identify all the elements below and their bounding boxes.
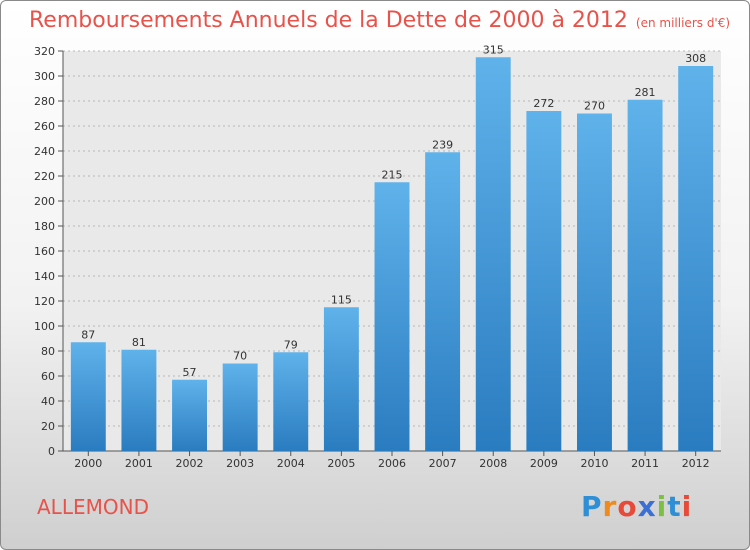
logo-letter: o [617,490,638,523]
logo-letter: t [667,490,682,523]
title-text: Remboursements Annuels de la Dette de 20… [29,8,628,33]
y-tick-label: 280 [34,95,55,108]
x-tick-label: 2004 [277,457,305,470]
data-label: 70 [233,350,247,363]
bar [374,182,410,451]
logo-letter: i [656,490,668,523]
x-tick-label: 2007 [429,457,457,470]
bar [222,363,258,451]
y-tick-label: 260 [34,120,55,133]
logo-letter: r [602,490,618,523]
bar [273,352,309,451]
data-label: 270 [584,100,605,113]
data-label: 87 [81,328,95,341]
x-tick-label: 2008 [479,457,507,470]
x-tick-label: 2006 [378,457,406,470]
chart-subtitle: (en milliers d'€) [635,16,731,30]
y-tick-label: 140 [34,270,55,283]
x-tick-label: 2002 [176,457,204,470]
logo-letter: x [637,490,657,523]
y-tick-label: 180 [34,220,55,233]
y-tick-label: 40 [41,395,55,408]
y-tick-label: 300 [34,70,55,83]
bar [425,152,461,451]
x-tick-label: 2010 [580,457,608,470]
y-tick-label: 80 [41,345,55,358]
chart-title: Remboursements Annuels de la Dette de 20… [29,8,730,33]
y-tick-label: 160 [34,245,55,258]
y-tick-label: 0 [48,445,55,458]
data-label: 281 [635,86,656,99]
bar [678,66,714,451]
x-tick-label: 2001 [125,457,153,470]
data-label: 57 [183,366,197,379]
x-tick-label: 2000 [74,457,102,470]
bar [323,307,359,451]
data-label: 308 [685,52,706,65]
y-tick-label: 200 [34,195,55,208]
y-tick-label: 120 [34,295,55,308]
bar [70,342,106,451]
bar [576,113,612,451]
y-tick-label: 20 [41,420,55,433]
data-labels: 87 81 57 70 79 115 215 239 315 272 270 281 308 [81,43,706,379]
logo-letter: i [681,490,693,523]
y-tick-label: 220 [34,170,55,183]
y-tick-label: 320 [34,45,55,58]
x-tick-label: 2005 [327,457,355,470]
x-tick-label: 2003 [226,457,254,470]
bar [526,111,562,451]
data-label: 79 [284,338,298,351]
y-tick-label: 100 [34,320,55,333]
y-tick-label: 60 [41,370,55,383]
bar [627,99,663,451]
proxiti-logo: Proxiti [581,490,692,523]
data-label: 215 [382,168,403,181]
bar [475,57,511,451]
data-label: 239 [432,138,453,151]
bars [70,57,714,451]
x-tick-label: 2009 [530,457,558,470]
town-name: ALLEMOND [37,495,149,519]
y-tick-label: 240 [34,145,55,158]
data-label: 115 [331,293,352,306]
logo-letter: P [581,490,603,523]
bar [121,349,157,451]
x-tick-label: 2012 [682,457,710,470]
data-label: 81 [132,336,146,349]
data-label: 272 [533,97,554,110]
data-label: 315 [483,43,504,56]
x-tick-label: 2011 [631,457,659,470]
axes: 0 20 40 60 80 100 120 140 160 180 200 220 240 260 280 3… [34,45,721,470]
bar [172,379,208,451]
